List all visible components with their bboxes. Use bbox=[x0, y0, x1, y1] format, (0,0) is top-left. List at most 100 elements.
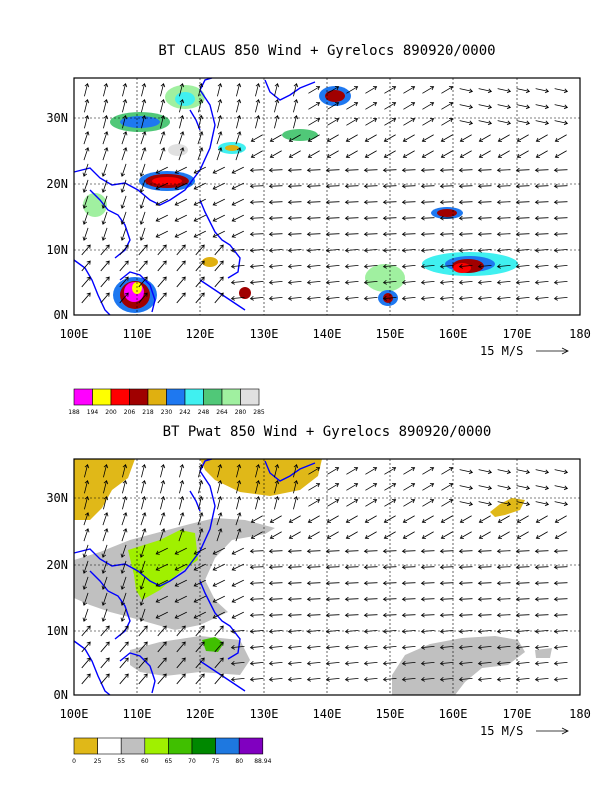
wind-arrow bbox=[344, 296, 359, 301]
x-tick-label: 100E bbox=[60, 707, 89, 721]
y-axis-labels: 0N 10N 20N 30N bbox=[46, 491, 68, 702]
wind-arrow bbox=[497, 104, 512, 110]
wind-arrow bbox=[496, 612, 511, 618]
wind-arrow bbox=[554, 150, 567, 158]
wind-arrow bbox=[101, 179, 108, 193]
wind-arrow bbox=[344, 215, 359, 221]
wind-arrow bbox=[363, 296, 378, 301]
wind-arrow bbox=[176, 260, 186, 272]
wind-arrow bbox=[174, 230, 187, 238]
wind-arrow bbox=[401, 183, 416, 189]
colorbar-swatch bbox=[203, 388, 223, 406]
wind-arrow bbox=[138, 260, 148, 272]
wind-arrow bbox=[82, 227, 89, 241]
wind-arrow bbox=[155, 595, 168, 603]
wind-arrow bbox=[402, 134, 415, 142]
colorbar-label: 70 bbox=[188, 758, 196, 765]
wind-arrow bbox=[287, 280, 302, 285]
wind-arrow bbox=[327, 483, 340, 491]
wind-arrow bbox=[497, 515, 510, 523]
colorbar-label: 248 bbox=[198, 409, 210, 416]
wind-arrow bbox=[420, 564, 435, 570]
wind-arrow bbox=[249, 548, 264, 554]
wind-arrow bbox=[306, 280, 321, 285]
y-tick-label: 20N bbox=[46, 177, 68, 191]
wind-arrow bbox=[250, 515, 263, 523]
wind-arrow bbox=[497, 469, 512, 475]
wind-arrow bbox=[268, 280, 283, 285]
wind-arrow bbox=[553, 677, 568, 682]
wind-arrow bbox=[268, 199, 283, 205]
wind-arrow bbox=[459, 485, 474, 491]
wind-arrow bbox=[101, 592, 108, 606]
grid-lines bbox=[74, 459, 580, 695]
wind-arrow bbox=[421, 515, 434, 523]
wind-arrow bbox=[176, 625, 186, 637]
wind-arrow bbox=[83, 512, 90, 526]
wind-arrow bbox=[103, 463, 109, 478]
wind-arrow bbox=[293, 463, 299, 478]
wind-arrow bbox=[236, 463, 242, 478]
x-tick-label: 150E bbox=[376, 327, 405, 341]
wind-arrow bbox=[553, 167, 568, 173]
wind-arrow bbox=[534, 661, 549, 666]
wind-arrow bbox=[516, 501, 531, 507]
wind-arrow bbox=[496, 661, 511, 666]
wind-arrow bbox=[212, 230, 225, 238]
wind-arrow bbox=[307, 134, 320, 142]
scale-label: 15 M/S bbox=[480, 724, 523, 738]
wind-arrow bbox=[287, 264, 302, 269]
wind-arrow bbox=[235, 131, 242, 145]
x-tick-label: 170E bbox=[503, 707, 532, 721]
wind-arrow bbox=[308, 86, 321, 94]
wind-arrow bbox=[176, 292, 186, 304]
wind-arrow bbox=[307, 531, 320, 539]
wind-arrow bbox=[515, 296, 530, 301]
wind-arrow bbox=[441, 467, 454, 475]
wind-arrow bbox=[439, 548, 454, 554]
wind-arrow bbox=[477, 199, 492, 205]
wind-arrow bbox=[516, 515, 529, 523]
wind-arrow bbox=[287, 167, 302, 173]
wind-arrow bbox=[554, 515, 567, 523]
wind-arrow bbox=[458, 215, 473, 221]
wind-arrow bbox=[274, 98, 280, 113]
wind-arrow bbox=[119, 641, 129, 653]
wind-arrow bbox=[268, 167, 283, 173]
x-axis-labels: 100E 110E 120E 130E 140E 150E 160E 170E … bbox=[60, 707, 591, 721]
wind-arrow bbox=[138, 673, 148, 685]
wind-arrow bbox=[139, 179, 146, 193]
wind-arrow bbox=[268, 231, 283, 237]
colorbar-label: 280 bbox=[235, 409, 247, 416]
coastlines bbox=[73, 77, 316, 316]
wind-arrow bbox=[458, 296, 473, 301]
wind-arrow bbox=[174, 214, 187, 222]
wind-arrow bbox=[553, 215, 568, 221]
wind-arrow bbox=[101, 576, 108, 590]
wind-arrow bbox=[401, 661, 416, 666]
wind-arrow bbox=[174, 182, 187, 190]
x-tick-label: 130E bbox=[250, 707, 279, 721]
wind-arrow bbox=[497, 150, 510, 158]
wind-arrow bbox=[535, 134, 548, 142]
wind-arrow bbox=[496, 645, 511, 650]
wind-arrow bbox=[421, 531, 434, 539]
wind-arrow bbox=[306, 661, 321, 666]
wind-arrow bbox=[255, 495, 261, 510]
wind-arrow bbox=[439, 231, 454, 237]
wind-arrow bbox=[81, 292, 91, 304]
wind-arrow bbox=[516, 104, 531, 110]
wind-arrow bbox=[478, 88, 493, 94]
wind-arrow bbox=[82, 592, 89, 606]
wind-arrow bbox=[344, 264, 359, 269]
wind-arrow bbox=[140, 512, 147, 526]
wind-arrow bbox=[155, 166, 168, 174]
wind-arrow bbox=[139, 608, 146, 622]
wind-arrow bbox=[535, 501, 550, 507]
wind-arrow bbox=[121, 512, 128, 526]
wind-arrow bbox=[516, 531, 529, 539]
wind-arrow bbox=[364, 134, 377, 142]
wind-arrow bbox=[458, 612, 473, 618]
wind-arrow bbox=[82, 179, 89, 193]
wind-arrow bbox=[214, 641, 224, 653]
